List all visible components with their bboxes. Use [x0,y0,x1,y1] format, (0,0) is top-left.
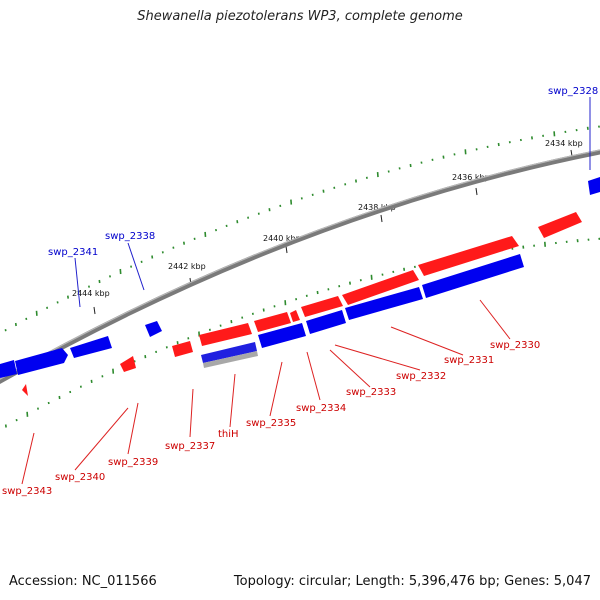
forward-features [22,212,582,396]
leader-swp_2340 [74,407,129,471]
feature-swp_2334[interactable] [254,312,291,332]
leader-swp_2341 [74,257,81,308]
gene-label[interactable]: swp_2339 [108,457,158,468]
leader-swp_2333 [329,349,371,388]
scale-label: 2434 kbp [545,139,583,148]
feature-swp_2328[interactable] [588,177,600,195]
genome-backbone-highlight [0,149,600,380]
feature-swp_2330[interactable] [418,236,519,276]
leader-swp_2337 [189,388,194,438]
feature-swp_2331-rev[interactable] [422,254,524,298]
leader-swp_2330 [479,299,511,340]
accession-text: Accession: NC_011566 [9,574,157,589]
gene-label[interactable]: swp_2334 [296,403,346,414]
scale-label: 2438 kbp [358,203,396,212]
feature-rna[interactable] [203,351,258,368]
feature-rev-1[interactable] [345,287,423,320]
scale-label: 2436 kbp [452,173,490,182]
feature-rev-6[interactable] [15,348,68,375]
gene-label[interactable]: swp_2340 [55,472,105,483]
feature-rev-2[interactable] [306,310,346,334]
genome-backbone [0,149,600,385]
scale-label: 2444 kbp [72,289,110,298]
feature-rev-3[interactable] [258,323,306,348]
feature-swp_2329[interactable] [538,212,582,238]
forward-labels: swp_2330 swp_2331 swp_2332 swp_2333 swp_… [2,340,540,497]
leader-swp_2335 [269,361,283,417]
feature-rev-5[interactable] [70,336,112,358]
feature-swp_2337[interactable] [172,341,193,357]
feature-swp_2343[interactable] [22,384,28,396]
scale-label: 2440 kbp [263,234,301,243]
gene-label[interactable]: swp_2338 [105,231,155,242]
leader-swp_2334 [306,351,321,401]
forward-label-leaders [21,299,511,485]
gene-label[interactable]: swp_2335 [246,418,296,429]
feature-swp_2333[interactable] [290,310,300,322]
gene-label[interactable]: swp_2332 [396,371,446,382]
gene-label[interactable]: swp_2330 [490,340,540,351]
leader-thiH [229,373,236,428]
feature-swp_2339[interactable] [120,356,136,372]
feature-rev-4[interactable] [201,342,257,363]
map-title: Shewanella piezotolerans WP3, complete g… [137,9,463,24]
leader-swp_2332 [334,344,421,371]
scale-tick [380,214,383,223]
gene-label[interactable]: swp_2341 [48,247,98,258]
scale-tick [475,187,478,196]
feature-swp_2336[interactable] [199,323,252,346]
gene-label[interactable]: thiH [218,429,239,440]
genome-summary-text: Topology: circular; Length: 5,396,476 bp… [233,574,591,589]
gene-label[interactable]: swp_2337 [165,441,215,452]
scale-label: 2442 kbp [168,262,206,271]
leader-swp_2339 [127,402,139,455]
gc-track-outer [4,125,600,332]
reverse-features [0,177,600,378]
feature-rev-7[interactable] [0,360,17,378]
gene-label[interactable]: swp_2331 [444,355,494,366]
feature-swp_2332[interactable] [301,296,343,317]
leader-swp_2338 [127,242,145,291]
reverse-labels: swp_2328 swp_2338 swp_2341 [48,86,598,258]
reverse-label-leaders [74,97,591,308]
leader-swp_2343 [21,432,35,485]
feature-swp_2338[interactable] [145,321,162,337]
feature-swp_2331[interactable] [342,270,419,305]
leader-swp_2331 [390,326,464,356]
scale-tick [570,149,573,157]
scale-labels: 2434 kbp 2436 kbp 2438 kbp 2440 kbp 2442… [72,139,583,298]
gene-label[interactable]: swp_2343 [2,486,52,497]
gene-label[interactable]: swp_2333 [346,387,396,398]
gene-label[interactable]: swp_2328 [548,86,598,97]
scale-ticks [93,149,573,315]
scale-tick [93,306,96,315]
scale-tick [285,245,288,254]
